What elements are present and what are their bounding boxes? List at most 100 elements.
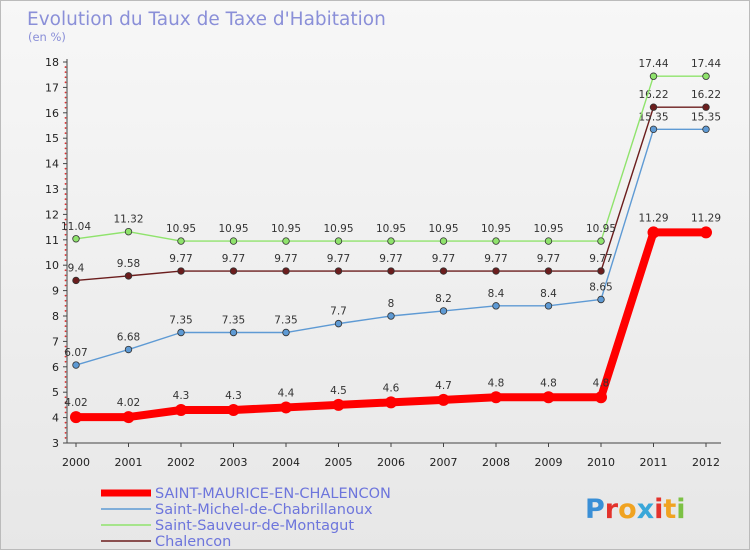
- y-minor-dot: [64, 116, 67, 119]
- data-label: 10.95: [271, 223, 301, 235]
- data-label: 4.3: [173, 390, 190, 402]
- x-tick-label: 2003: [220, 456, 248, 469]
- data-point: [544, 267, 553, 275]
- data-label: 4.6: [383, 382, 400, 394]
- y-tick-label: 4: [52, 412, 59, 425]
- y-tick-label: 10: [45, 259, 59, 272]
- y-minor-dot: [64, 233, 67, 236]
- y-minor-dot: [64, 198, 67, 201]
- y-minor-dot: [64, 360, 67, 363]
- y-minor-dot: [64, 269, 67, 272]
- data-point: [282, 328, 290, 337]
- data-label: 4.4: [278, 387, 295, 399]
- data-point: [334, 319, 343, 328]
- data-point: [124, 272, 133, 280]
- x-tick-label: 2001: [115, 456, 143, 469]
- data-point: [385, 396, 397, 409]
- data-point: [649, 125, 658, 134]
- y-minor-dot: [64, 167, 67, 170]
- y-minor-dot: [64, 294, 67, 297]
- y-tick-label: 17: [45, 81, 59, 94]
- data-point: [702, 72, 710, 80]
- y-minor-dot: [64, 243, 67, 246]
- y-minor-dot: [64, 81, 67, 84]
- data-label: 9.77: [379, 253, 402, 265]
- logo-letter: i: [676, 494, 685, 525]
- y-minor-dot: [64, 320, 67, 322]
- data-label: 15.35: [691, 111, 721, 123]
- legend: SAINT-MAURICE-EN-CHALENCONSaint-Michel-d…: [101, 486, 391, 549]
- data-label: 10.95: [428, 223, 458, 235]
- data-point: [544, 302, 553, 310]
- y-minor-dot: [64, 71, 67, 74]
- x-tick-label: 2006: [377, 456, 405, 469]
- data-point: [387, 312, 395, 320]
- data-point: [387, 267, 395, 275]
- data-label: 4.3: [225, 390, 242, 402]
- data-point: [177, 237, 185, 245]
- x-tick-label: 2010: [587, 456, 615, 469]
- x-tick-label: 2002: [167, 456, 195, 469]
- y-tick-label: 5: [52, 386, 59, 399]
- y-tick-label: 16: [45, 107, 59, 120]
- data-point: [334, 267, 343, 275]
- logo-letter: x: [637, 494, 654, 525]
- y-minor-dot: [64, 96, 67, 99]
- y-tick-label: 15: [45, 132, 59, 145]
- data-point: [597, 267, 605, 275]
- y-minor-dot: [64, 335, 67, 338]
- y-minor-dot: [64, 76, 67, 79]
- data-point: [72, 276, 80, 285]
- x-tick-label: 2004: [272, 456, 300, 469]
- y-minor-dot: [64, 106, 67, 109]
- y-minor-dot: [64, 370, 67, 373]
- y-minor-dot: [64, 284, 67, 287]
- logo-letter: P: [585, 494, 605, 525]
- y-tick-label: 18: [45, 56, 59, 69]
- data-label: 9.77: [589, 253, 612, 265]
- y-minor-dot: [64, 203, 67, 206]
- data-label: 16.22: [638, 89, 668, 101]
- data-label: 8.2: [435, 293, 452, 305]
- data-label: 6.68: [117, 332, 140, 344]
- x-tick-label: 2009: [535, 456, 563, 469]
- y-minor-dot: [64, 274, 67, 277]
- x-tick-label: 2005: [325, 456, 353, 469]
- chart-title: Evolution du Taux de Taxe d'Habitation: [27, 9, 386, 30]
- data-point: [492, 237, 500, 245]
- chart-subtitle: (en %): [28, 30, 66, 44]
- series-line-saint-michel-de-chabrillanoux: [75, 128, 707, 366]
- y-minor-dot: [64, 172, 67, 175]
- data-label: 11.04: [61, 221, 91, 233]
- data-point: [387, 237, 395, 245]
- y-tick-label: 14: [45, 158, 59, 171]
- y-minor-dot: [64, 421, 67, 424]
- data-label: 9.77: [169, 253, 192, 265]
- y-minor-dot: [64, 325, 67, 328]
- data-point: [647, 226, 660, 239]
- data-point: [649, 103, 658, 111]
- data-label: 10.95: [533, 223, 563, 235]
- series-layer: 9.4 9.58 9.77 9.77 9.77 9.77 9.77 9.77 9.77 9.77 9…: [61, 58, 721, 424]
- x-tick-label: 2000: [62, 456, 90, 469]
- data-point: [542, 391, 555, 404]
- data-label: 4.8: [540, 377, 557, 389]
- y-minor-dot: [64, 228, 67, 231]
- y-minor-dot: [64, 396, 67, 399]
- axes: 3 4 5 6 7 8 9 10 11 12 13 14 15 16 17 18 2000 2001 2002 200…: [45, 56, 721, 469]
- data-point: [597, 237, 605, 245]
- data-label: 9.77: [274, 253, 297, 265]
- y-minor-dot: [64, 426, 67, 429]
- data-label: 4.7: [435, 380, 452, 392]
- y-minor-dot: [64, 223, 67, 226]
- y-tick-label: 12: [45, 208, 59, 221]
- data-point: [597, 295, 605, 304]
- data-point: [229, 267, 238, 275]
- data-label: 17.44: [691, 58, 721, 70]
- legend-label: Saint-Michel-de-Chabrillanoux: [155, 502, 373, 518]
- data-point: [72, 361, 80, 369]
- y-minor-dot: [64, 355, 67, 358]
- data-point: [490, 391, 502, 404]
- y-minor-dot: [64, 101, 67, 104]
- y-minor-dot: [64, 376, 67, 378]
